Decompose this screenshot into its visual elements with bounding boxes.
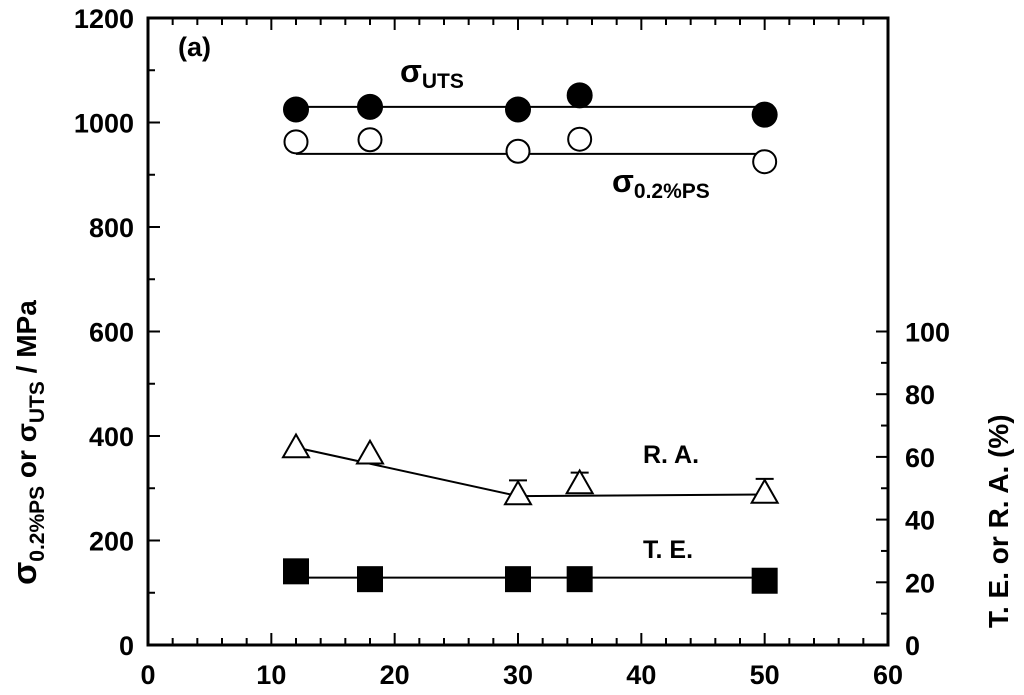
y-axis-right-title: T. E. or R. A. (%) [983, 414, 1014, 628]
marker-te [566, 566, 593, 593]
x-tick-label: 10 [256, 660, 286, 690]
x-tick-label: 40 [626, 660, 656, 690]
x-tick-label: 0 [140, 660, 155, 690]
y-left-tick-label: 800 [89, 213, 134, 243]
chart-text: (a) σUTS σ0.2%PS R. A. T. E. σ0.2%PS or … [6, 32, 1014, 628]
x-tick-label: 30 [503, 660, 533, 690]
series-label-uts-main: σ [400, 53, 422, 89]
fit-lines [295, 105, 765, 579]
series-label-ra: R. A. [643, 441, 699, 469]
x-tick-label: 50 [750, 660, 780, 690]
marker-uts [357, 93, 383, 120]
y-left-title-mid: or σ [11, 423, 42, 486]
marker-ps [752, 149, 778, 175]
marker-te [357, 566, 383, 593]
axes: 0 10 20 30 40 50 60020040060080010001200020406… [74, 4, 950, 690]
marker-te [751, 567, 778, 594]
series-label-uts-sub: UTS [422, 70, 464, 93]
marker-ra [281, 432, 311, 459]
marker-ra [564, 468, 595, 495]
y-axis-left-title: σ0.2%PS or σUTS / MPa [6, 300, 49, 585]
y-left-title-end: / MPa [11, 300, 42, 381]
marker-uts [283, 96, 309, 123]
marker-ra [749, 477, 780, 504]
marker-ra [355, 438, 385, 465]
y-right-tick-label: 20 [905, 568, 935, 598]
data-markers [281, 82, 780, 594]
y-left-title-main: σ [6, 562, 44, 585]
marker-uts [566, 82, 593, 109]
marker-ra [503, 479, 533, 506]
y-right-tick-label: 40 [905, 506, 935, 536]
series-label-ps-main: σ [612, 163, 634, 199]
marker-te [283, 558, 309, 585]
y-left-tick-label: 0 [119, 631, 134, 661]
y-right-tick-label: 0 [905, 631, 920, 661]
marker-ps [567, 126, 593, 152]
y-left-tick-label: 1200 [74, 4, 134, 34]
y-right-tick-label: 60 [905, 443, 935, 473]
marker-ps [283, 129, 309, 155]
y-left-tick-label: 600 [89, 318, 134, 348]
marker-uts [505, 96, 531, 123]
y-left-tick-label: 200 [89, 527, 134, 557]
y-left-title-sub2: UTS [26, 381, 49, 423]
series-label-te: T. E. [643, 536, 693, 564]
x-tick-label: 60 [873, 660, 903, 690]
x-tick-label: 20 [380, 660, 410, 690]
marker-ps [505, 138, 531, 164]
y-left-tick-label: 400 [89, 422, 134, 452]
y-right-tick-label: 100 [905, 318, 950, 348]
y-right-tick-label: 80 [905, 380, 935, 410]
series-label-ps-sub: 0.2%PS [634, 180, 710, 203]
y-left-tick-label: 1000 [74, 109, 134, 139]
y-left-title-sub1: 0.2%PS [26, 486, 49, 562]
marker-uts [751, 101, 778, 128]
panel-label: (a) [178, 32, 211, 62]
marker-te [505, 566, 531, 593]
series-label-uts: σUTS [400, 53, 464, 93]
series-label-ps: σ0.2%PS [612, 163, 710, 203]
marker-ps [357, 127, 383, 153]
